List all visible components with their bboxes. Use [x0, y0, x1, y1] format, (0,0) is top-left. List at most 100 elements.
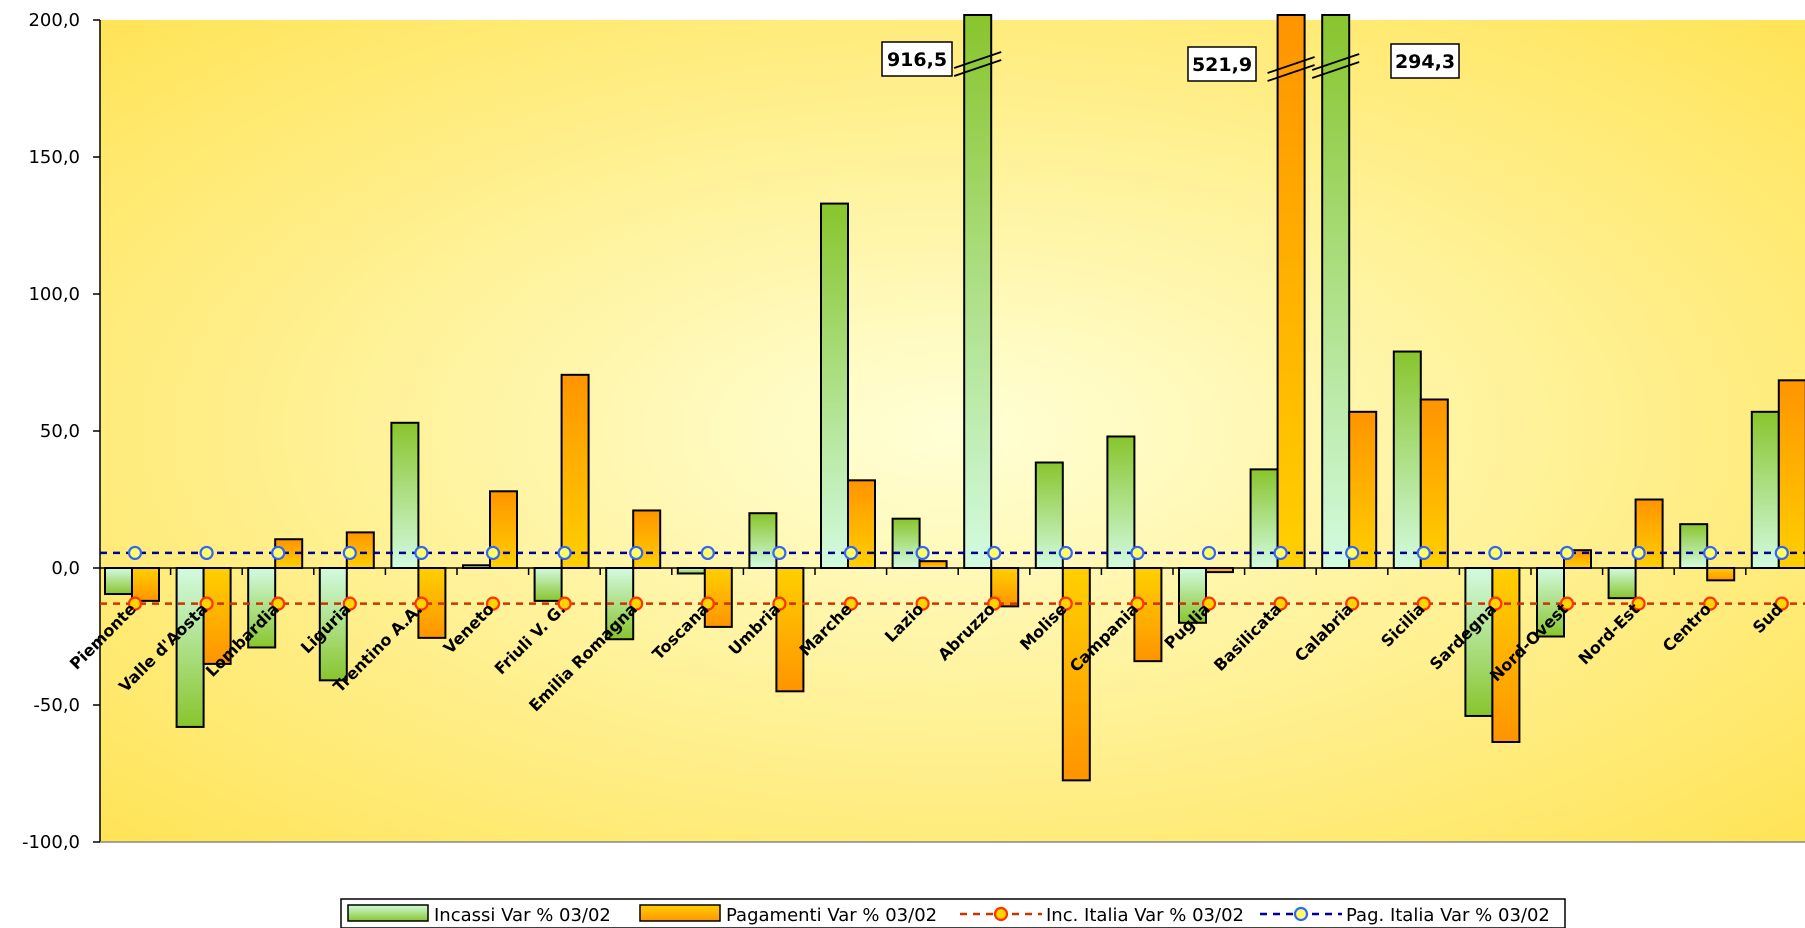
- incassi-bar-23: [1750, 410, 1780, 569]
- pag-italia-marker: [1416, 545, 1431, 561]
- inc-italia-marker: [1058, 596, 1073, 611]
- legend-marker: [1293, 906, 1309, 922]
- axis-break-mark: [1311, 61, 1360, 79]
- incassi-bar-8: [676, 567, 706, 575]
- pag-italia-marker: [1201, 545, 1217, 561]
- pag-italia-marker: [1559, 545, 1575, 561]
- y-tick-label: 200,0: [28, 10, 80, 31]
- pag-italia-marker: [629, 545, 644, 561]
- inc-italia-marker: [342, 596, 357, 611]
- pag-italia-marker: [1058, 545, 1073, 561]
- incassi-bar-11: [891, 517, 921, 569]
- incassi-bar-1: [175, 567, 205, 728]
- inc-italia-marker: [1774, 596, 1789, 611]
- inc-italia-marker: [987, 596, 1002, 611]
- y-tick-label: 150,0: [28, 147, 80, 168]
- pagamenti-bar-0: [131, 567, 160, 602]
- pag-italia-marker: [843, 545, 859, 561]
- legend: Incassi Var % 03/02 Pagamenti Var % 03/02…: [340, 898, 1566, 928]
- incassi-bar-6: [533, 567, 563, 602]
- pagamenti-bar-14: [1133, 567, 1163, 663]
- inc-italia-marker: [1130, 596, 1145, 611]
- inc-italia-marker: [1273, 596, 1288, 611]
- inc-italia-marker: [629, 596, 644, 611]
- inc-italia-marker: [1201, 596, 1217, 611]
- incassi-bar-10: [820, 202, 849, 570]
- pagamenti-bar-22: [1706, 567, 1736, 582]
- incassi-bar-22: [1679, 523, 1709, 569]
- legend-label: Inc. Italia Var % 03/02: [1046, 905, 1244, 926]
- pagamenti-bar-11: [918, 560, 948, 570]
- incassi-bar-5: [462, 564, 491, 570]
- y-tick-label: 0,0: [51, 558, 80, 579]
- incassi-bar-0: [104, 567, 133, 596]
- pagamenti-bar-23: [1777, 379, 1805, 569]
- inc-italia-marker: [199, 596, 214, 611]
- pagamenti-bar-16: [1276, 14, 1306, 569]
- pag-italia-marker: [700, 545, 715, 561]
- axis-break-mark: [1267, 64, 1315, 82]
- incassi-bar-3: [318, 567, 348, 682]
- inc-italia-marker: [700, 596, 715, 611]
- pagamenti-bar-1: [202, 567, 232, 665]
- inc-italia-marker: [1345, 596, 1360, 611]
- pag-italia-marker: [485, 545, 501, 561]
- inc-italia-marker: [1488, 596, 1503, 611]
- pag-italia-marker: [1488, 545, 1503, 561]
- pagamenti-bar-17: [1348, 410, 1378, 569]
- inc-italia-marker: [1703, 596, 1718, 611]
- incassi-bar-4: [390, 421, 420, 569]
- incassi-bar-15: [1178, 567, 1207, 624]
- pag-italia-marker: [987, 545, 1002, 561]
- value-callout-box: [1187, 46, 1257, 82]
- pag-italia-marker: [414, 545, 429, 561]
- pag-italia-marker: [1631, 545, 1646, 561]
- pagamenti-bar-6: [560, 373, 590, 569]
- incassi-bar-17: [1321, 14, 1351, 569]
- axis-break-mark: [953, 59, 1002, 77]
- pag-italia-marker: [342, 545, 357, 561]
- legend-label: Incassi Var % 03/02: [434, 905, 611, 926]
- y-tick-label: -50,0: [33, 695, 80, 716]
- legend-marker: [993, 906, 1009, 922]
- value-callout: 521,9: [1192, 54, 1252, 76]
- plot-area: [100, 20, 1805, 842]
- inc-italia-marker: [915, 596, 930, 611]
- inc-italia-marker: [271, 596, 286, 611]
- pag-italia-marker: [1273, 545, 1288, 561]
- pagamenti-bar-18: [1419, 398, 1449, 569]
- pagamenti-bar-12: [990, 567, 1020, 608]
- incassi-bar-9: [748, 512, 778, 570]
- legend-label: Pagamenti Var % 03/02: [726, 905, 937, 926]
- y-tick-label: -100,0: [22, 832, 80, 853]
- legend-swatch: [639, 904, 721, 922]
- pag-italia-marker: [772, 545, 787, 561]
- pag-italia-marker: [199, 545, 214, 561]
- inc-italia-marker: [1631, 596, 1646, 611]
- value-callout: 294,3: [1395, 51, 1455, 73]
- inc-italia-marker: [557, 596, 572, 611]
- value-callout: 916,5: [887, 49, 947, 71]
- pagamenti-bar-9: [775, 567, 805, 693]
- inc-italia-marker: [414, 596, 429, 611]
- axis-break-mark: [1267, 56, 1315, 74]
- legend-swatch: [347, 904, 429, 922]
- inc-italia-marker: [1416, 596, 1431, 611]
- pag-italia-marker: [915, 545, 930, 561]
- inc-italia-marker: [843, 596, 859, 611]
- pag-italia-marker: [1130, 545, 1145, 561]
- pag-italia-marker: [557, 545, 572, 561]
- incassi-bar-14: [1106, 435, 1136, 570]
- pag-italia-marker: [1703, 545, 1718, 561]
- inc-italia-marker: [127, 596, 143, 611]
- inc-italia-marker: [485, 596, 501, 611]
- incassi-bar-2: [247, 567, 277, 649]
- incassi-bar-19: [1464, 567, 1494, 717]
- inc-italia-marker: [772, 596, 787, 611]
- y-tick-label: 50,0: [40, 421, 80, 442]
- legend-box: [340, 898, 1566, 928]
- value-callout-box: [1390, 43, 1460, 79]
- incassi-bar-13: [1034, 461, 1064, 570]
- value-callout-box: [881, 41, 953, 77]
